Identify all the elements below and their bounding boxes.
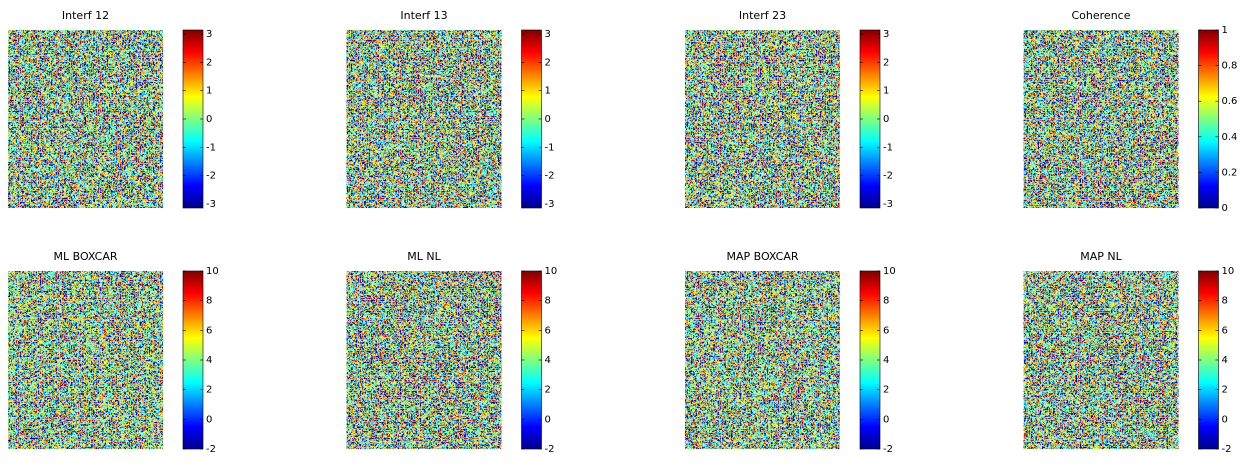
colorbar-tick-label: 2	[883, 57, 889, 68]
colorbar-tick-label: -2	[545, 444, 555, 455]
colorbar-tick-label: 4	[883, 355, 889, 366]
image-panel	[1023, 271, 1179, 449]
colorbar-tick-label: 0	[883, 414, 889, 425]
panel-title: MAP NL	[1080, 250, 1122, 263]
colorbar-tick-label: 2	[545, 385, 551, 396]
image-panel	[346, 30, 502, 208]
colorbar-tick-label: 0	[206, 114, 212, 125]
colorbar-tick-label: 6	[206, 325, 212, 336]
colorbar-tick-label: 6	[545, 325, 551, 336]
colorbar-tick-label: 0.2	[1222, 167, 1238, 178]
colorbar-tick-label: 10	[883, 266, 896, 277]
image-panel	[1023, 30, 1179, 208]
colorbar-tick-label: 4	[545, 355, 551, 366]
panel-title: Interf 13	[400, 9, 447, 22]
colorbar-tick-label: 3	[883, 29, 889, 40]
colorbar-tick-label: -3	[545, 199, 555, 210]
colorbar-tick-label: 10	[1222, 266, 1235, 277]
colorbar-tick-label: 1	[1222, 25, 1228, 36]
panel-title: ML BOXCAR	[53, 250, 117, 263]
image-panel	[685, 271, 840, 449]
colorbar-tick-label: -2	[206, 171, 216, 182]
colorbar-tick-label: 0.4	[1222, 132, 1238, 143]
panel-title: Interf 23	[739, 9, 786, 22]
colorbar-tick-label: -2	[1222, 444, 1232, 455]
colorbar-tick-label: 2	[206, 385, 212, 396]
colorbar-tick-label: 0.6	[1222, 96, 1238, 107]
colorbar-tick-label: 0	[1222, 203, 1228, 214]
panel-title: MAP BOXCAR	[726, 250, 798, 263]
colorbar-tick-label: 1	[883, 86, 889, 97]
colorbar-tick-label: 10	[206, 266, 219, 277]
colorbar-tick-label: 0.8	[1222, 61, 1238, 72]
colorbar-tick-label: 8	[206, 296, 212, 307]
colorbar-tick-label: 1	[545, 86, 551, 97]
colorbar-tick-label: 2	[206, 57, 212, 68]
panel-title: Interf 12	[62, 9, 109, 22]
colorbar-tick-label: 2	[883, 385, 889, 396]
colorbar-tick-label: -1	[206, 142, 216, 153]
colorbar-tick-label: 3	[206, 29, 212, 40]
colorbar-tick-label: 1	[206, 86, 212, 97]
colorbar-tick-label: 0	[206, 414, 212, 425]
colorbar-tick-label: 8	[545, 296, 551, 307]
colorbar-tick-label: 6	[883, 325, 889, 336]
colorbar-tick-label: -3	[883, 199, 893, 210]
colorbar-tick-label: 3	[545, 29, 551, 40]
colorbar-tick-label: 0	[545, 414, 551, 425]
colorbar-tick-label: 8	[1222, 296, 1228, 307]
colorbar-tick-label: 10	[545, 266, 558, 277]
colorbar-tick-label: 0	[1222, 414, 1228, 425]
colorbar-tick-label: 4	[1222, 355, 1228, 366]
image-panel	[8, 30, 163, 208]
colorbar-tick-label: 0	[883, 114, 889, 125]
colorbar-tick-label: 4	[206, 355, 212, 366]
colorbar-tick-label: -1	[883, 142, 893, 153]
colorbar-tick-label: 8	[883, 296, 889, 307]
colorbar-tick-label: 2	[545, 57, 551, 68]
colorbar-tick-label: -3	[206, 199, 216, 210]
colorbar-tick-label: -2	[883, 171, 893, 182]
image-panel	[8, 271, 163, 449]
colorbar-tick-label: 0	[545, 114, 551, 125]
image-panel	[685, 30, 840, 208]
colorbar-tick-label: -2	[545, 171, 555, 182]
panel-title: ML NL	[407, 250, 441, 263]
colorbar-tick-label: 2	[1222, 385, 1228, 396]
colorbar-tick-label: -2	[883, 444, 893, 455]
colorbar-tick-label: -1	[545, 142, 555, 153]
panel-title: Coherence	[1072, 9, 1131, 22]
image-panel	[346, 271, 502, 449]
colorbar-tick-label: -2	[206, 444, 216, 455]
colorbar-tick-label: 6	[1222, 325, 1228, 336]
colorbar	[1198, 29, 1219, 209]
